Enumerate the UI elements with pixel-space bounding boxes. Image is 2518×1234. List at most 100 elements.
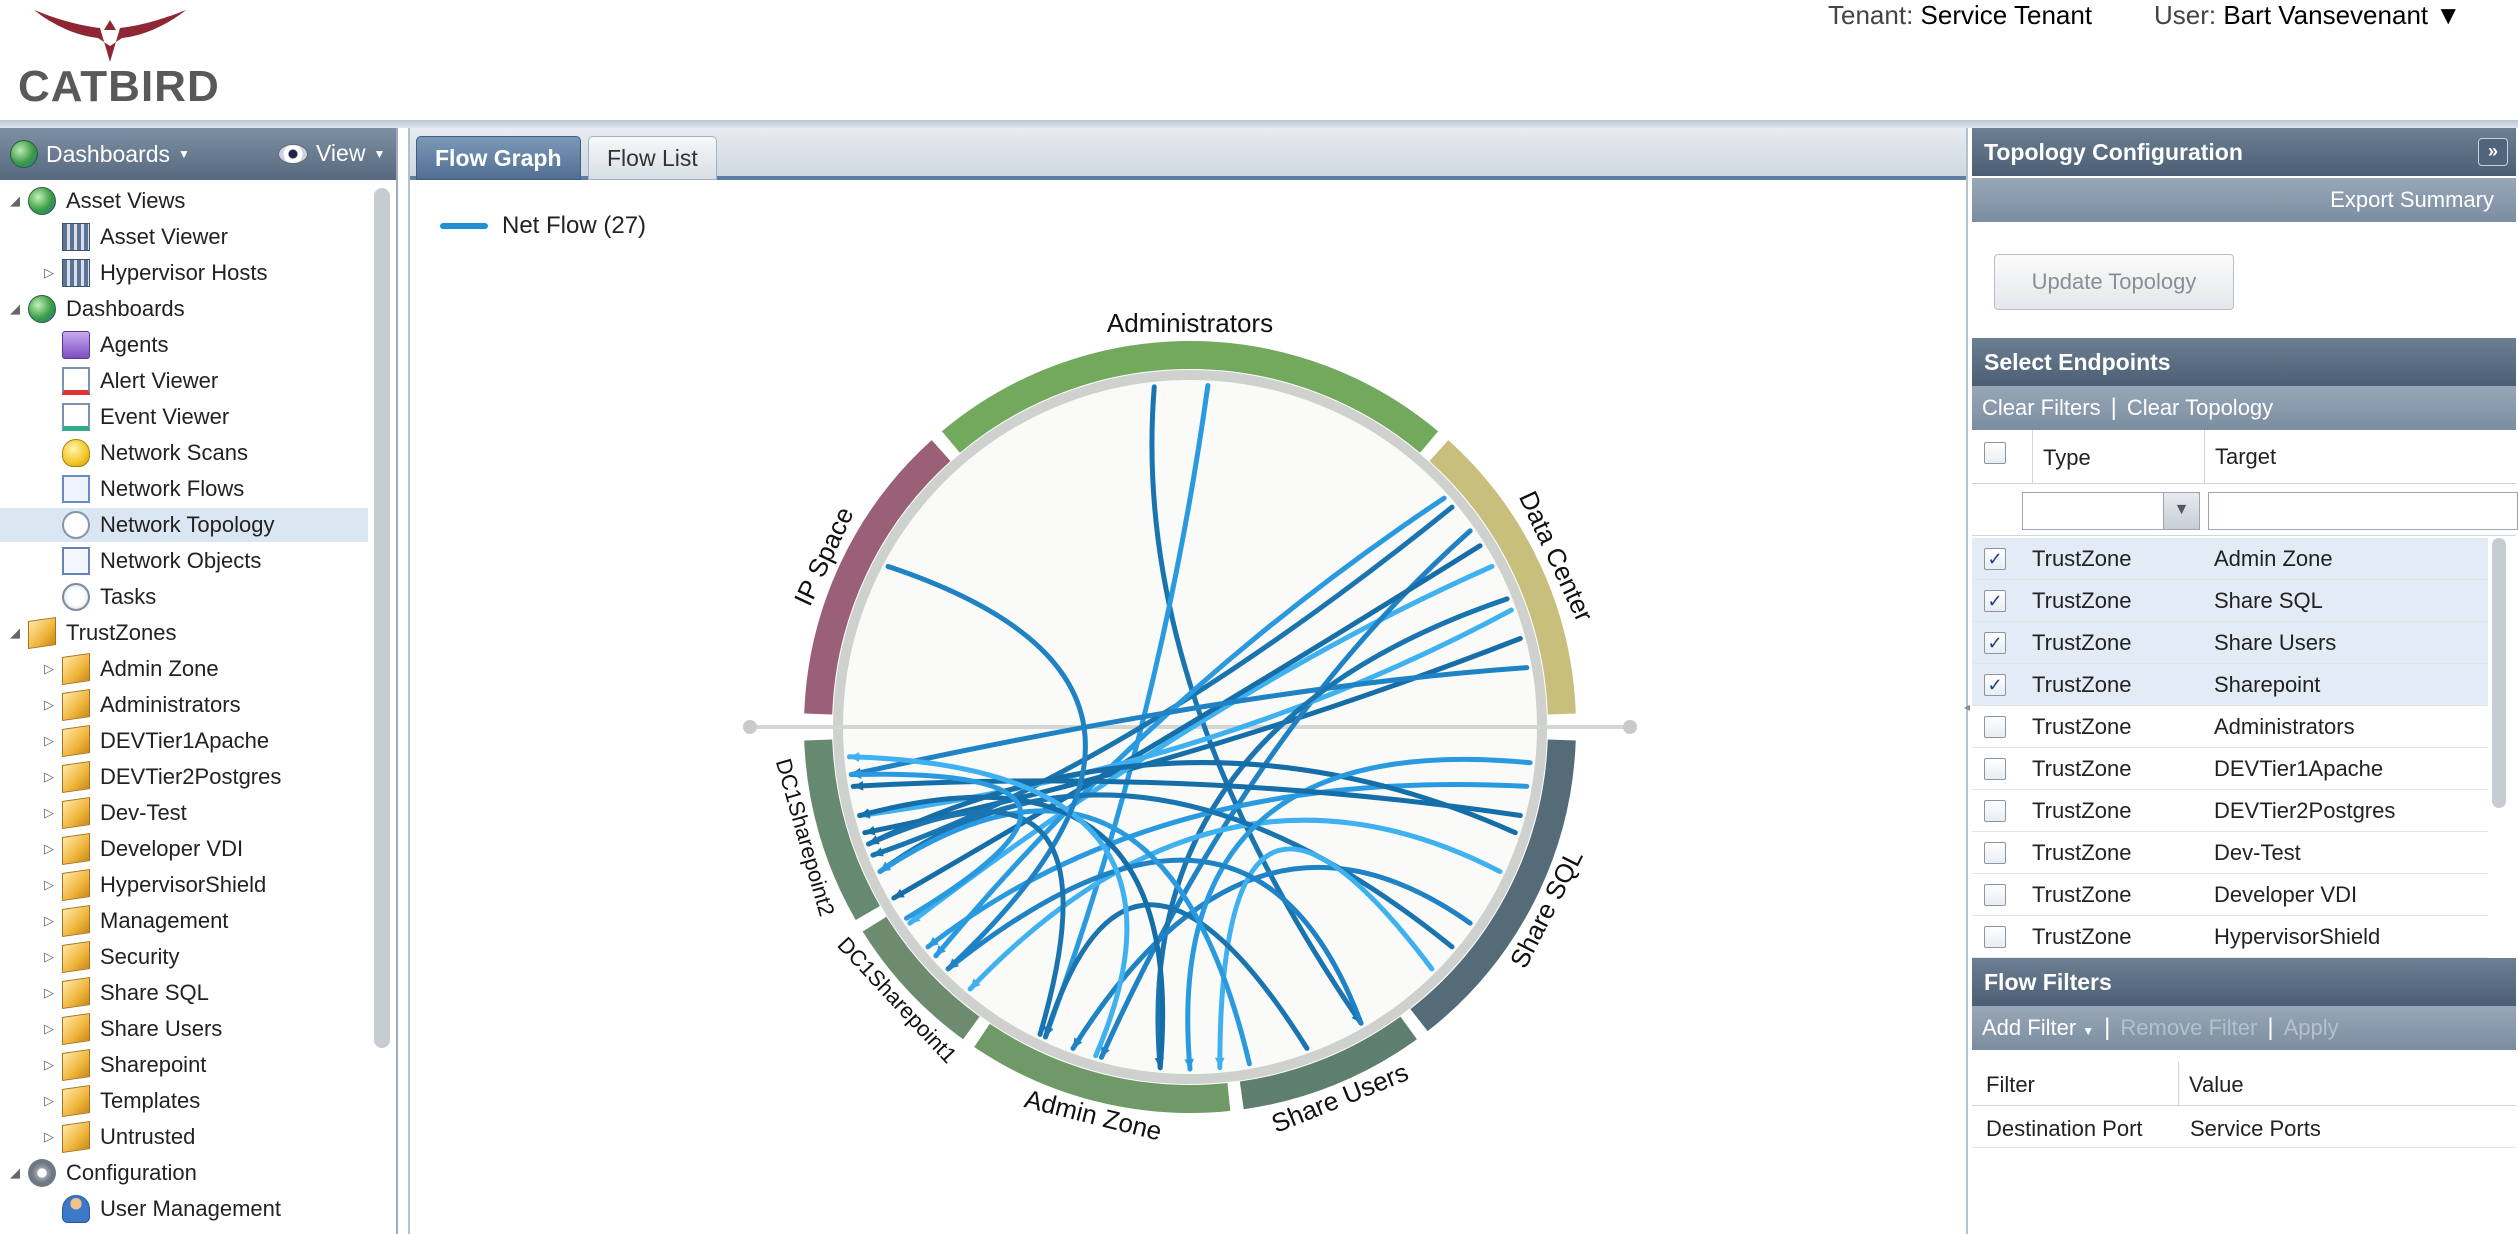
collapsed-arrow-icon[interactable]: ▷ xyxy=(44,1057,54,1072)
target-filter-input[interactable] xyxy=(2208,492,2518,530)
tree-item-network-flows[interactable]: Network Flows xyxy=(0,472,368,506)
tree-item-configuration[interactable]: ◢ Configuration xyxy=(0,1156,368,1190)
export-summary-link[interactable]: Export Summary xyxy=(2330,187,2494,212)
tab-flow-graph[interactable]: Flow Graph xyxy=(416,136,581,180)
tree-item-user-management[interactable]: User Management xyxy=(0,1192,368,1226)
checked-checkbox[interactable]: ✓ xyxy=(1984,547,2006,570)
expanded-arrow-icon[interactable]: ◢ xyxy=(10,1165,20,1180)
collapsed-arrow-icon[interactable]: ▷ xyxy=(44,841,54,856)
tree-item-devtier2postgres[interactable]: ▷ DEVTier2Postgres xyxy=(0,760,368,794)
collapsed-arrow-icon[interactable]: ▷ xyxy=(44,1093,54,1108)
segment-share-sql[interactable] xyxy=(1410,739,1576,1032)
collapsed-arrow-icon[interactable]: ▷ xyxy=(44,697,54,712)
tree-item-alert-viewer[interactable]: Alert Viewer xyxy=(0,364,368,398)
endpoint-row[interactable]: TrustZone DEVTier1Apache xyxy=(1972,748,2488,790)
collapsed-arrow-icon[interactable]: ▷ xyxy=(44,769,54,784)
tree-item-dashboards[interactable]: ◢ Dashboards xyxy=(0,292,368,326)
remove-filter-link[interactable]: Remove Filter xyxy=(2120,1015,2258,1040)
segment-administrators[interactable] xyxy=(941,341,1439,453)
endpoint-row[interactable]: TrustZone Developer VDI xyxy=(1972,874,2488,916)
unchecked-checkbox[interactable] xyxy=(1984,799,2006,822)
segment-admin-zone[interactable] xyxy=(974,1023,1231,1113)
checked-checkbox[interactable]: ✓ xyxy=(1984,589,2006,612)
expanded-arrow-icon[interactable]: ◢ xyxy=(10,625,20,640)
flow-line[interactable] xyxy=(933,495,1447,959)
tree-item-sharepoint[interactable]: ▷ Sharepoint xyxy=(0,1048,368,1082)
tree-item-developer-vdi[interactable]: ▷ Developer VDI xyxy=(0,832,368,866)
collapsed-arrow-icon[interactable]: ▷ xyxy=(44,733,54,748)
user-menu[interactable]: User: Bart Vansevenant ▼ xyxy=(2154,0,2461,31)
collapsed-arrow-icon[interactable]: ▷ xyxy=(44,877,54,892)
segment-ip-space[interactable] xyxy=(804,440,951,715)
checked-checkbox[interactable]: ✓ xyxy=(1984,673,2006,696)
tree-item-admin-zone[interactable]: ▷ Admin Zone xyxy=(0,652,368,686)
expanded-arrow-icon[interactable]: ◢ xyxy=(10,193,20,208)
collapsed-arrow-icon[interactable]: ▷ xyxy=(44,913,54,928)
splitter-handle[interactable]: ◂ xyxy=(1964,700,1971,714)
flow-line[interactable] xyxy=(848,665,1530,778)
tree-item-security[interactable]: ▷ Security xyxy=(0,940,368,974)
segment-dc1sharepoint1[interactable] xyxy=(862,916,980,1040)
tree-item-tasks[interactable]: Tasks xyxy=(0,580,368,614)
column-value[interactable]: Value xyxy=(2178,1062,2244,1106)
endpoint-row[interactable]: TrustZone Dev-Test xyxy=(1972,832,2488,874)
endpoint-row[interactable]: ✓ TrustZone Share SQL xyxy=(1972,580,2488,622)
filter-row[interactable]: Destination Port Service Ports xyxy=(1972,1106,2516,1148)
tree-item-trustzones[interactable]: ◢ TrustZones xyxy=(0,616,368,650)
flow-line[interactable] xyxy=(850,778,1523,819)
collapsed-arrow-icon[interactable]: ▷ xyxy=(44,1021,54,1036)
flow-line[interactable] xyxy=(848,771,1024,921)
segment-share-users[interactable] xyxy=(1239,1016,1417,1110)
dashboards-menu[interactable]: Dashboards ▼ xyxy=(10,140,190,168)
tree-item-agents[interactable]: Agents xyxy=(0,328,368,362)
navigation-scrollbar[interactable] xyxy=(374,188,390,1048)
tree-item-devtier1apache[interactable]: ▷ DEVTier1Apache xyxy=(0,724,368,758)
tree-item-templates[interactable]: ▷ Templates xyxy=(0,1084,368,1118)
select-all-checkbox[interactable] xyxy=(1984,442,2006,464)
chevron-down-icon[interactable]: ▼ xyxy=(2163,493,2199,529)
view-menu[interactable]: View ▼ xyxy=(278,140,385,167)
tree-item-network-objects[interactable]: Network Objects xyxy=(0,544,368,578)
flow-line[interactable] xyxy=(891,543,1483,901)
flow-line[interactable] xyxy=(885,563,1088,972)
clear-topology-link[interactable]: Clear Topology xyxy=(2126,395,2274,420)
clear-filters-link[interactable]: Clear Filters xyxy=(1982,395,2101,420)
segment-data-center[interactable] xyxy=(1429,440,1576,715)
column-target[interactable]: Target xyxy=(2204,430,2276,484)
collapsed-arrow-icon[interactable]: ▷ xyxy=(44,805,54,820)
tree-item-asset-viewer[interactable]: Asset Viewer xyxy=(0,220,368,254)
user-dropdown-icon[interactable]: ▼ xyxy=(2435,0,2462,30)
endpoints-scrollbar[interactable] xyxy=(2492,538,2506,808)
unchecked-checkbox[interactable] xyxy=(1984,925,2006,948)
flow-line[interactable] xyxy=(925,782,1530,950)
axis-handle-left[interactable] xyxy=(743,720,757,734)
flow-line[interactable] xyxy=(877,808,1252,1067)
tree-item-share-sql[interactable]: ▷ Share SQL xyxy=(0,976,368,1010)
flow-line[interactable] xyxy=(1042,902,1310,1051)
endpoint-row[interactable]: ✓ TrustZone Admin Zone xyxy=(1972,538,2488,580)
tree-item-network-scans[interactable]: Network Scans xyxy=(0,436,368,470)
endpoint-row[interactable]: TrustZone HypervisorShield xyxy=(1972,916,2488,958)
unchecked-checkbox[interactable] xyxy=(1984,715,2006,738)
column-filter[interactable]: Filter xyxy=(1986,1072,2035,1097)
endpoint-row[interactable]: ✓ TrustZone Share Users xyxy=(1972,622,2488,664)
axis-handle-right[interactable] xyxy=(1623,720,1637,734)
flow-line[interactable] xyxy=(866,760,1518,847)
unchecked-checkbox[interactable] xyxy=(1984,883,2006,906)
tree-item-untrusted[interactable]: ▷ Untrusted xyxy=(0,1120,368,1154)
tree-item-hypervisorshield[interactable]: ▷ HypervisorShield xyxy=(0,868,368,902)
tree-item-network-topology[interactable]: Network Topology xyxy=(0,508,368,542)
tree-item-management[interactable]: ▷ Management xyxy=(0,904,368,938)
type-filter-select[interactable]: ▼ xyxy=(2022,492,2200,530)
add-filter-menu[interactable]: Add Filter ▼ xyxy=(1972,1015,2104,1041)
flow-line[interactable] xyxy=(857,794,1166,1071)
tree-item-dev-test[interactable]: ▷ Dev-Test xyxy=(0,796,368,830)
collapsed-arrow-icon[interactable]: ▷ xyxy=(44,265,54,280)
flow-line[interactable] xyxy=(945,857,1364,1026)
flow-line[interactable] xyxy=(866,809,1066,1037)
collapsed-arrow-icon[interactable]: ▷ xyxy=(44,985,54,1000)
collapsed-arrow-icon[interactable]: ▷ xyxy=(44,661,54,676)
endpoint-row[interactable]: TrustZone Administrators xyxy=(1972,706,2488,748)
flow-line[interactable] xyxy=(877,792,1455,950)
